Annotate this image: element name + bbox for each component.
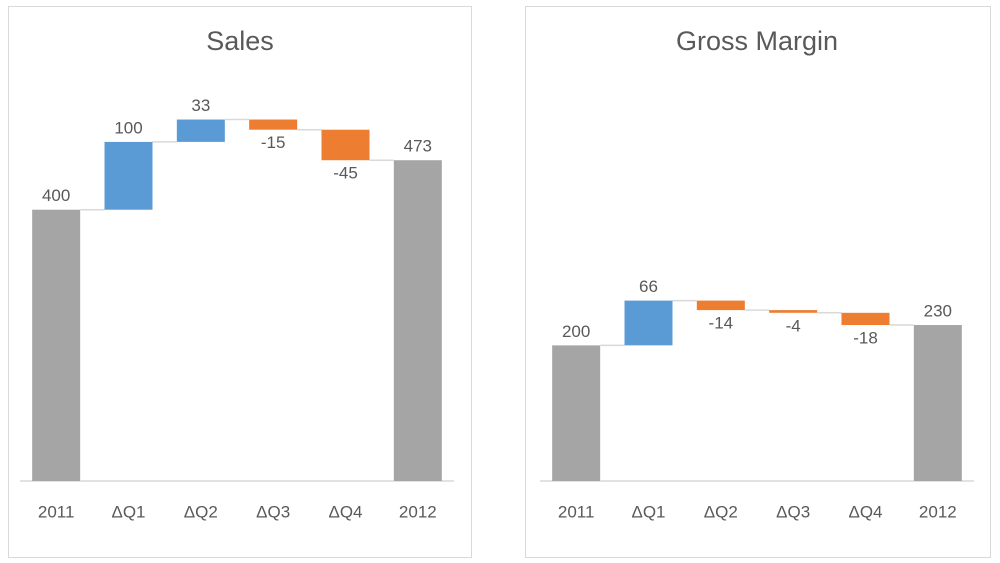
data-label: -4 bbox=[786, 316, 801, 335]
x-tick-label: ΔQ4 bbox=[848, 502, 882, 521]
x-tick-label: ΔQ2 bbox=[704, 502, 738, 521]
bar bbox=[104, 141, 153, 210]
data-label: -15 bbox=[261, 133, 286, 152]
data-label: -45 bbox=[333, 164, 358, 183]
bar bbox=[176, 119, 225, 142]
bar bbox=[913, 325, 962, 481]
chart-title: Gross Margin bbox=[676, 26, 838, 56]
data-label: 66 bbox=[639, 277, 658, 296]
x-tick-label: ΔQ2 bbox=[184, 502, 218, 521]
panel bbox=[525, 6, 991, 558]
data-label: 400 bbox=[42, 186, 70, 205]
bar bbox=[769, 310, 818, 313]
x-tick-label: 2012 bbox=[919, 502, 957, 521]
bar bbox=[624, 300, 673, 346]
x-tick-label: ΔQ4 bbox=[328, 502, 362, 521]
data-label: 200 bbox=[562, 322, 590, 341]
bar bbox=[321, 129, 370, 161]
data-label: 100 bbox=[114, 118, 142, 137]
data-label: -18 bbox=[853, 329, 878, 348]
x-tick-label: ΔQ3 bbox=[256, 502, 290, 521]
data-label: 230 bbox=[924, 302, 952, 321]
chart-title: Sales bbox=[206, 26, 274, 56]
data-label: 473 bbox=[404, 137, 432, 156]
bar bbox=[841, 312, 890, 326]
bar bbox=[696, 300, 745, 311]
bar bbox=[249, 119, 298, 130]
bar bbox=[32, 209, 81, 481]
x-tick-label: ΔQ1 bbox=[631, 502, 665, 521]
x-tick-label: ΔQ1 bbox=[111, 502, 145, 521]
x-tick-label: 2012 bbox=[399, 502, 437, 521]
x-tick-label: 2011 bbox=[558, 502, 595, 521]
data-label: 33 bbox=[191, 96, 210, 115]
bar bbox=[552, 345, 601, 481]
x-tick-label: 2011 bbox=[38, 502, 75, 521]
data-label: -14 bbox=[709, 314, 734, 333]
bar bbox=[393, 160, 442, 481]
x-tick-label: ΔQ3 bbox=[776, 502, 810, 521]
